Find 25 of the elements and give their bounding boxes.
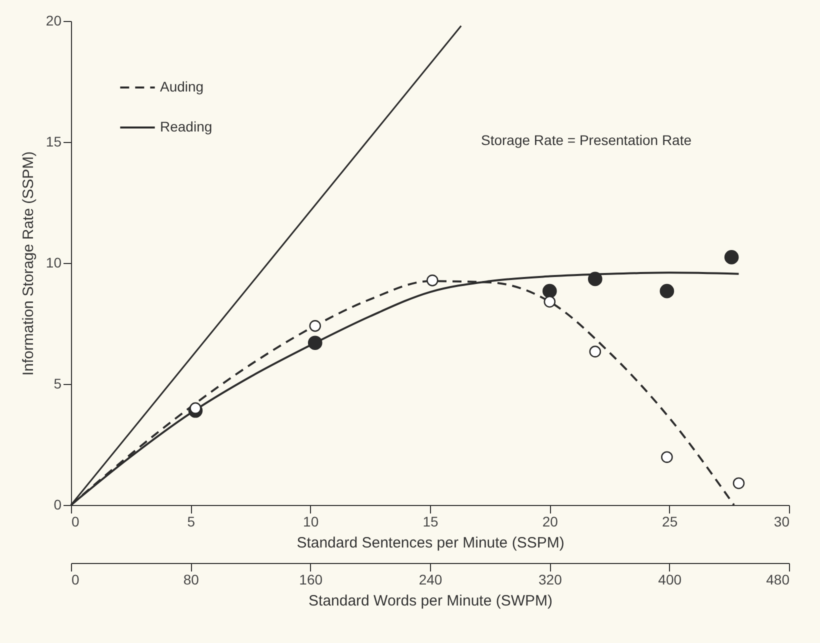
x-tick-label: 5: [187, 514, 196, 530]
y-tick-label: 5: [54, 376, 62, 392]
y-tick-label: 0: [54, 496, 62, 512]
x2-tick-label: 160: [299, 572, 323, 588]
x2-tick-label: 320: [538, 572, 562, 588]
x2-tick-label: 480: [766, 572, 790, 588]
legend-label: Reading: [160, 118, 212, 134]
x2-tick-label: 0: [72, 572, 80, 588]
x-tick-label: 30: [774, 514, 790, 530]
x-tick-label: 20: [542, 514, 558, 530]
y-axis-title: Information Storage Rate (SSPM): [20, 151, 37, 376]
x2-axis-title: Standard Words per Minute (SWPM): [308, 592, 552, 610]
y-tick-label: 15: [46, 134, 62, 150]
y-tick-label: 10: [46, 254, 62, 270]
x2-tick-label: 80: [183, 572, 200, 588]
x-tick-label: 0: [72, 514, 80, 530]
y-tick-label: 20: [46, 12, 62, 28]
x-tick-label: 15: [422, 514, 438, 530]
x2-tick-label: 240: [418, 572, 442, 588]
legend-label: Auding: [160, 78, 204, 94]
x-axis-title: Standard Sentences per Minute (SSPM): [296, 534, 564, 552]
x-tick-label: 10: [303, 514, 319, 530]
annotation: Storage Rate = Presentation Rate: [481, 132, 692, 148]
x-tick-label: 25: [662, 514, 678, 530]
x2-tick-label: 400: [658, 572, 682, 588]
